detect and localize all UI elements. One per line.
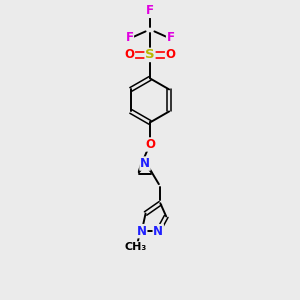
Text: N: N bbox=[140, 157, 150, 170]
Text: N: N bbox=[137, 225, 147, 238]
Text: O: O bbox=[124, 48, 134, 62]
Text: F: F bbox=[167, 31, 175, 44]
Text: O: O bbox=[145, 138, 155, 151]
Text: F: F bbox=[146, 4, 154, 17]
Text: S: S bbox=[145, 48, 155, 62]
Text: N: N bbox=[153, 225, 163, 238]
Text: O: O bbox=[166, 48, 176, 62]
Text: F: F bbox=[125, 31, 134, 44]
Text: CH₃: CH₃ bbox=[125, 242, 147, 252]
